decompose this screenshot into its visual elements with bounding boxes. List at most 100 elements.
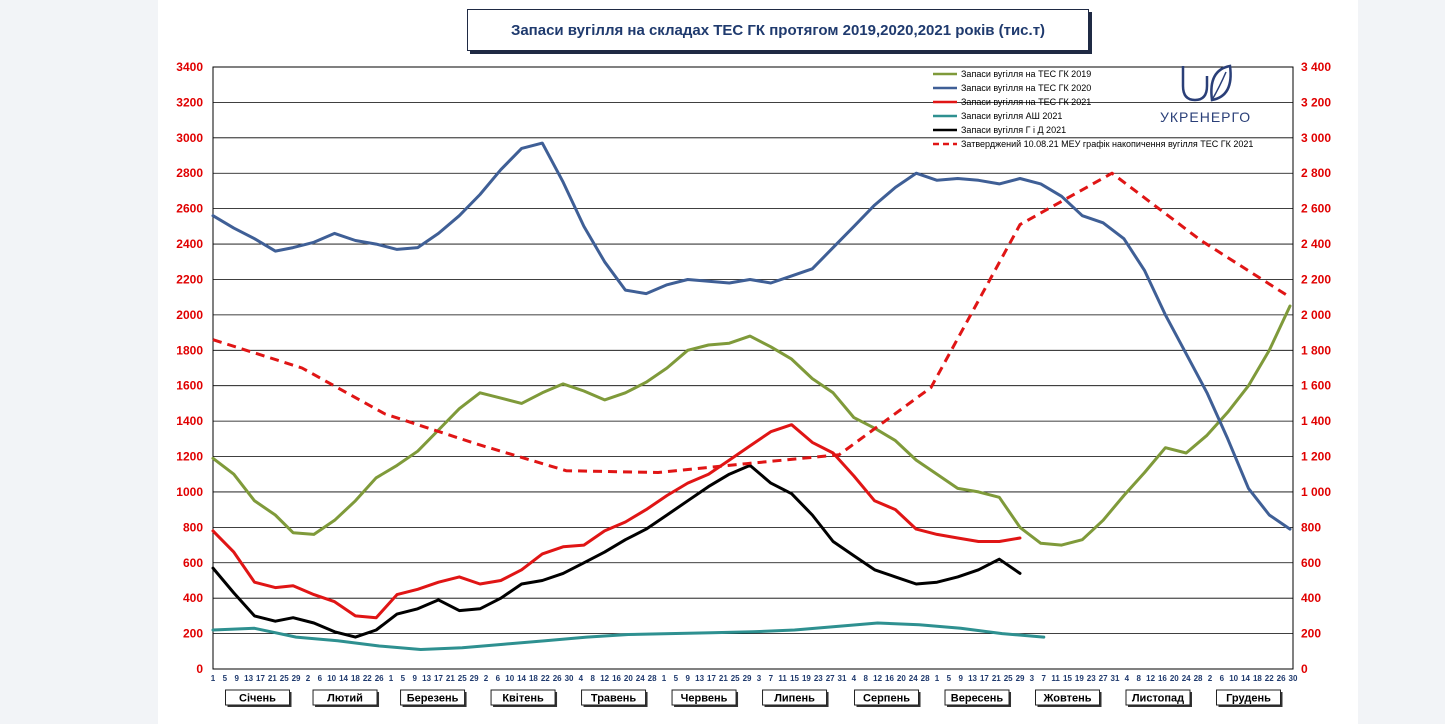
x-tick-label: 17 <box>980 674 989 683</box>
y-tick-label-right: 600 <box>1301 556 1321 570</box>
y-tick-label-right: 3 200 <box>1301 95 1331 109</box>
month-box <box>762 689 828 706</box>
y-tick-label: 0 <box>196 662 203 676</box>
x-tick-label: 14 <box>1241 674 1250 683</box>
x-tick-label: 29 <box>1016 674 1025 683</box>
x-tick-label: 30 <box>565 674 574 683</box>
y-tick-label: 1800 <box>176 343 203 357</box>
series-line-5 <box>212 171 1291 474</box>
x-tick-label: 25 <box>458 674 467 683</box>
x-tick-label: 16 <box>612 674 621 683</box>
y-tick-label: 3200 <box>176 95 203 109</box>
x-tick-label: 18 <box>529 674 538 683</box>
x-tick-label: 13 <box>422 674 431 683</box>
x-tick-label: 28 <box>1194 674 1203 683</box>
month-box <box>1035 689 1101 706</box>
y-tick-label-right: 3 000 <box>1301 131 1331 145</box>
series-line-1 <box>211 141 1292 531</box>
x-tick-label: 26 <box>1277 674 1286 683</box>
legend-label: Затверджений 10.08.21 МЕУ графік накопич… <box>961 139 1253 149</box>
y-tick-label-right: 0 <box>1301 662 1308 676</box>
month-box <box>671 689 737 706</box>
x-tick-label: 2 <box>306 674 311 683</box>
x-tick-label: 6 <box>496 674 501 683</box>
x-tick-label: 12 <box>1146 674 1155 683</box>
x-tick-label: 29 <box>292 674 301 683</box>
y-tick-label: 1200 <box>176 450 203 464</box>
x-tick-label: 5 <box>947 674 952 683</box>
series-lines <box>211 141 1292 651</box>
x-tick-label: 8 <box>1136 674 1141 683</box>
x-tick-label: 4 <box>852 674 857 683</box>
x-tick-label: 9 <box>413 674 418 683</box>
plot-frame <box>212 66 1294 670</box>
x-tick-label: 22 <box>1265 674 1274 683</box>
x-tick-label: 3 <box>1030 674 1035 683</box>
x-tick-label: 11 <box>1051 674 1060 683</box>
x-tick-label: 16 <box>885 674 894 683</box>
x-tick-label: 18 <box>351 674 360 683</box>
x-tick-label: 24 <box>1182 674 1191 683</box>
x-tick-label: 6 <box>1220 674 1225 683</box>
x-tick-label: 17 <box>434 674 443 683</box>
x-tick-label: 17 <box>256 674 265 683</box>
x-tick-label: 12 <box>600 674 609 683</box>
month-box <box>490 689 556 706</box>
x-tick-label: 25 <box>1004 674 1013 683</box>
legend-label: Запаси вугілля АШ 2021 <box>961 111 1062 121</box>
month-box <box>1215 689 1281 706</box>
x-tick-label: 26 <box>553 674 562 683</box>
x-tick-label: 12 <box>873 674 882 683</box>
logo: УКРЕНЕРГО <box>1160 64 1251 125</box>
x-tick-label: 9 <box>685 674 690 683</box>
logo-text: УКРЕНЕРГО <box>1160 109 1251 125</box>
x-tick-label: 23 <box>814 674 823 683</box>
x-tick-label: 26 <box>375 674 384 683</box>
grid-lines <box>212 66 1294 670</box>
x-tick-label: 6 <box>318 674 323 683</box>
series-line-3 <box>211 621 1046 651</box>
x-axis: 1 5 9 13 17 21 25 29 2 6 10 14 18 22 26 1 5 9 13 17 21 25 29 2 6… <box>211 674 1298 683</box>
x-tick-label: 5 <box>401 674 406 683</box>
y-tick-label-right: 2 000 <box>1301 308 1331 322</box>
y-tick-label: 600 <box>183 556 203 570</box>
x-tick-label: 31 <box>838 674 847 683</box>
y-tick-label-right: 2 200 <box>1301 272 1331 286</box>
y-tick-label: 200 <box>183 627 203 641</box>
y-axis-left: 0 200 400 600 800 1000 1200 1400 1600 1800 2000 220… <box>176 60 203 676</box>
x-tick-label: 13 <box>695 674 704 683</box>
x-tick-label: 27 <box>1099 674 1108 683</box>
month-label: Квітень <box>502 693 544 705</box>
x-tick-label: 7 <box>769 674 774 683</box>
month-box <box>400 689 466 706</box>
x-tick-label: 15 <box>790 674 799 683</box>
x-tick-label: 11 <box>778 674 787 683</box>
y-tick-label-right: 1 600 <box>1301 379 1331 393</box>
legend: Запаси вугілля на ТЕС ГК 2019 Запаси вугі… <box>933 69 1253 149</box>
month-label: Листопад <box>1132 693 1184 705</box>
month-box <box>944 689 1010 706</box>
month-label: Жовтень <box>1042 693 1091 705</box>
month-label: Травень <box>591 693 637 705</box>
y-tick-label-right: 3 400 <box>1301 60 1331 74</box>
y-tick-label: 1600 <box>176 379 203 393</box>
month-label: Червень <box>681 693 728 705</box>
x-tick-label: 22 <box>363 674 372 683</box>
y-tick-label: 3000 <box>176 131 203 145</box>
x-tick-label: 22 <box>541 674 550 683</box>
y-tick-label: 2200 <box>176 272 203 286</box>
x-tick-label: 25 <box>731 674 740 683</box>
legend-label: Запаси вугілля Г і Д 2021 <box>961 125 1066 135</box>
x-tick-label: 28 <box>921 674 930 683</box>
x-tick-label: 31 <box>1111 674 1120 683</box>
month-label: Серпень <box>863 693 910 705</box>
x-tick-label: 5 <box>674 674 679 683</box>
x-tick-label: 21 <box>719 674 728 683</box>
y-tick-label-right: 200 <box>1301 627 1321 641</box>
month-box <box>1125 689 1191 706</box>
y-tick-label: 800 <box>183 520 203 534</box>
x-tick-label: 2 <box>1208 674 1213 683</box>
series-line-4 <box>211 463 1022 639</box>
